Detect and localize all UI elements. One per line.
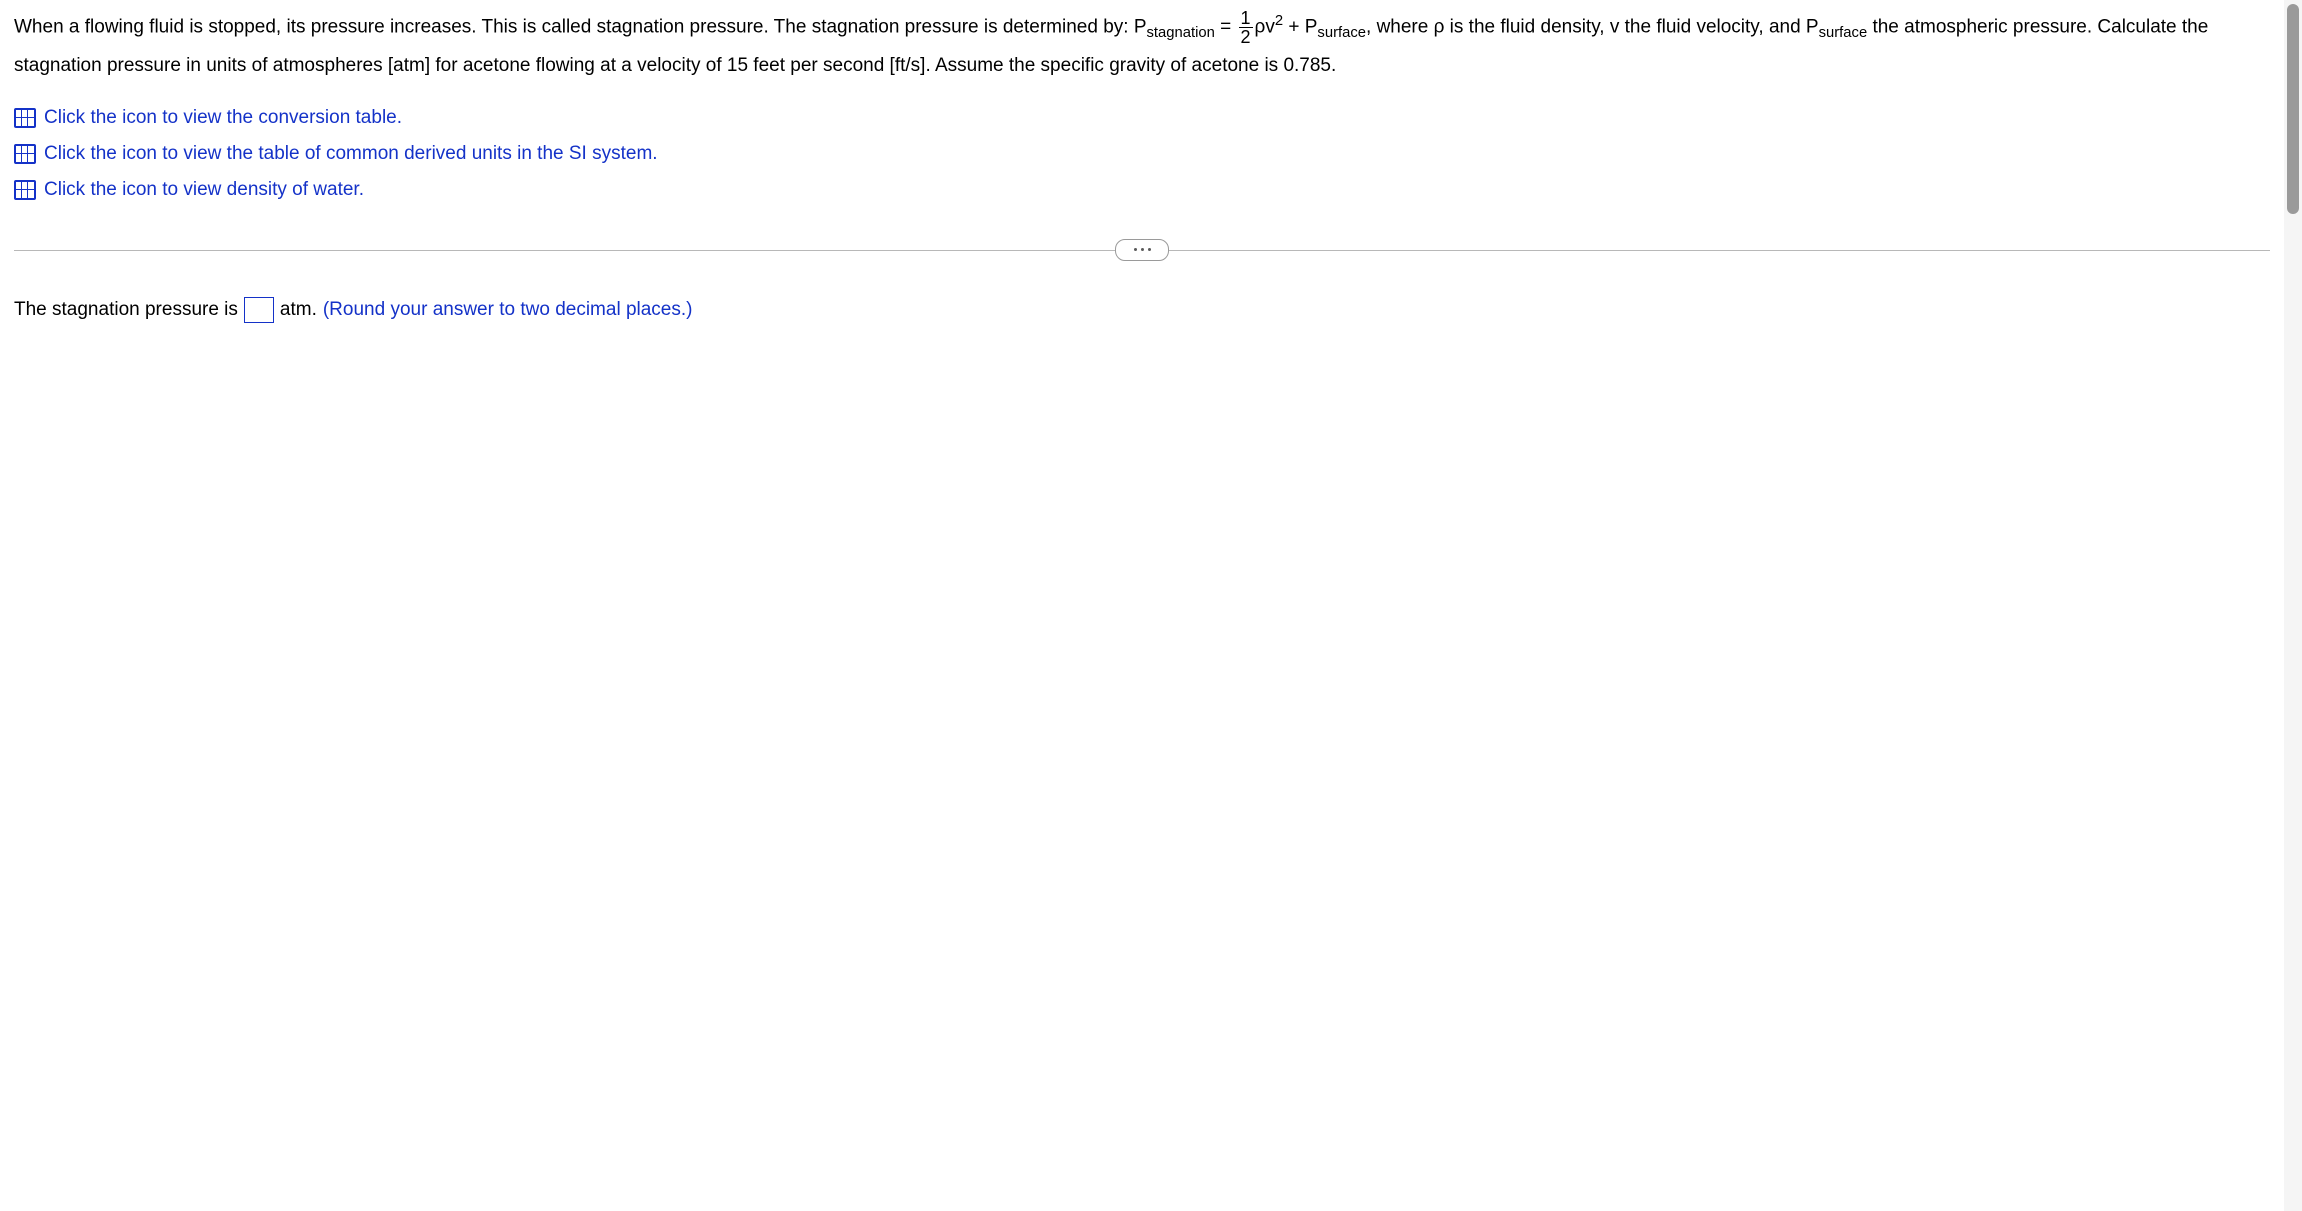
- link-label: Click the icon to view the table of comm…: [44, 143, 658, 165]
- problem-statement: When a flowing fluid is stopped, its pre…: [14, 8, 2270, 83]
- plus-p: + P: [1283, 16, 1317, 37]
- reference-links: Click the icon to view the conversion ta…: [14, 107, 2270, 201]
- subscript-stagnation: stagnation: [1147, 25, 1215, 41]
- superscript-2: 2: [1275, 13, 1283, 29]
- scrollbar[interactable]: [2284, 0, 2302, 1211]
- link-label: Click the icon to view the conversion ta…: [44, 107, 402, 129]
- equals: =: [1215, 16, 1237, 37]
- answer-prefix: The stagnation pressure is: [14, 299, 238, 321]
- link-conversion-table[interactable]: Click the icon to view the conversion ta…: [14, 107, 2270, 129]
- problem-text: When a flowing fluid is stopped, its pre…: [14, 16, 1147, 37]
- answer-input[interactable]: [244, 297, 274, 323]
- problem-text2: where ρ is the fluid density, v the flui…: [1377, 16, 1819, 37]
- table-icon: [14, 180, 36, 200]
- link-si-units-table[interactable]: Click the icon to view the table of comm…: [14, 143, 2270, 165]
- subscript-surface2: surface: [1819, 25, 1868, 41]
- answer-hint: (Round your answer to two decimal places…: [323, 299, 693, 321]
- content-area: When a flowing fluid is stopped, its pre…: [0, 0, 2284, 1211]
- table-icon: [14, 108, 36, 128]
- fraction-half: 12: [1239, 9, 1253, 46]
- answer-row: The stagnation pressure is atm. (Round y…: [14, 297, 2270, 323]
- link-density-water[interactable]: Click the icon to view density of water.: [14, 179, 2270, 201]
- scroll-thumb[interactable]: [2287, 4, 2299, 214]
- rho-v: ρv: [1255, 16, 1275, 37]
- section-divider: [14, 239, 2270, 261]
- expand-button[interactable]: [1115, 239, 1169, 261]
- subscript-surface: surface: [1317, 25, 1366, 41]
- answer-unit: atm.: [280, 299, 317, 321]
- table-icon: [14, 144, 36, 164]
- link-label: Click the icon to view density of water.: [44, 179, 364, 201]
- comma: ,: [1366, 16, 1377, 37]
